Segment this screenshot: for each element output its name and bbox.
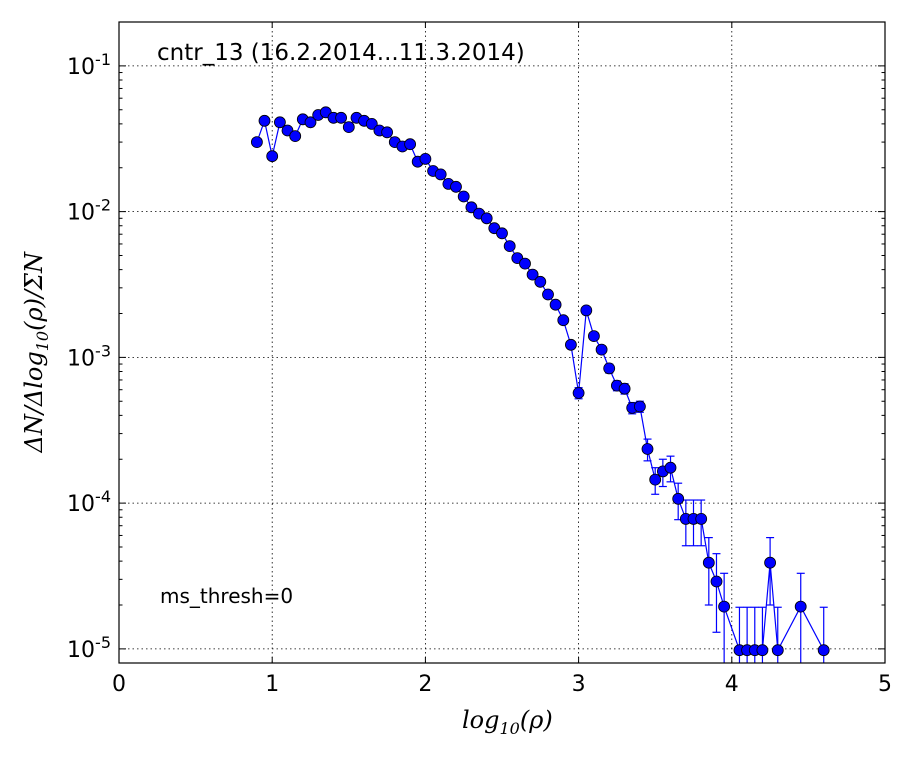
data-point [580,304,593,317]
data-point [672,492,685,505]
data-point [365,118,378,130]
data-point [304,116,317,129]
data-point [618,382,631,395]
data-point [771,644,784,657]
data-point [595,343,608,356]
data-series [250,106,830,663]
data-point [450,180,462,193]
data-point [534,275,547,288]
data-point [756,644,769,657]
data-point [764,556,776,569]
data-point [519,257,531,270]
y-tick-label: 10-4 [67,487,111,517]
data-point [603,362,616,375]
data-point [565,338,577,351]
data-point [794,600,807,613]
data-point [710,575,723,588]
data-point [817,644,830,657]
data-point [465,201,478,214]
data-point [549,298,562,311]
data-point [266,150,279,163]
axis-ticks: 0 1 2 3 4 5 10-5 10-4 10-3 10-2 10-1 [67,22,892,697]
data-point [634,400,646,413]
x-tick-label: 0 [112,672,126,697]
data-point [718,600,730,613]
data-point [273,116,286,129]
data-point [434,168,447,181]
data-point [480,212,493,225]
data-point [664,461,677,474]
chart-title: cntr_13 (16.2.2014...11.3.2014) [157,40,525,66]
data-point [649,473,662,486]
y-tick-label: 10-2 [67,196,111,226]
data-point [503,240,516,253]
data-point [457,190,470,203]
x-tick-label: 5 [878,672,892,697]
data-point [250,136,263,149]
data-point [335,111,348,124]
chart-annotation: ms_thresh=0 [160,584,293,608]
data-point [258,114,271,127]
data-point [526,268,539,281]
data-point [381,126,394,139]
plot-frame [118,21,886,664]
x-tick-label: 1 [265,672,279,697]
y-axis-label: ΔN/Δlog10(ρ)/ΣN [20,251,52,454]
x-tick-label: 4 [725,672,739,697]
data-point [572,387,585,399]
grid [119,22,885,663]
x-tick-label: 3 [572,672,586,697]
data-point [419,152,432,165]
data-point [496,227,508,240]
x-axis-label: log10(ρ) [462,706,553,738]
data-point [588,330,600,343]
data-point [404,138,417,151]
data-point [641,443,654,455]
data-point [557,314,570,327]
y-tick-label: 10-1 [67,50,111,80]
y-tick-label: 10-3 [67,341,111,371]
data-point [695,513,708,525]
data-point [342,121,355,133]
x-tick-label: 2 [418,672,432,697]
y-tick-label: 10-5 [67,633,111,663]
data-point [702,556,715,569]
data-point [289,130,302,143]
data-point [542,288,554,301]
